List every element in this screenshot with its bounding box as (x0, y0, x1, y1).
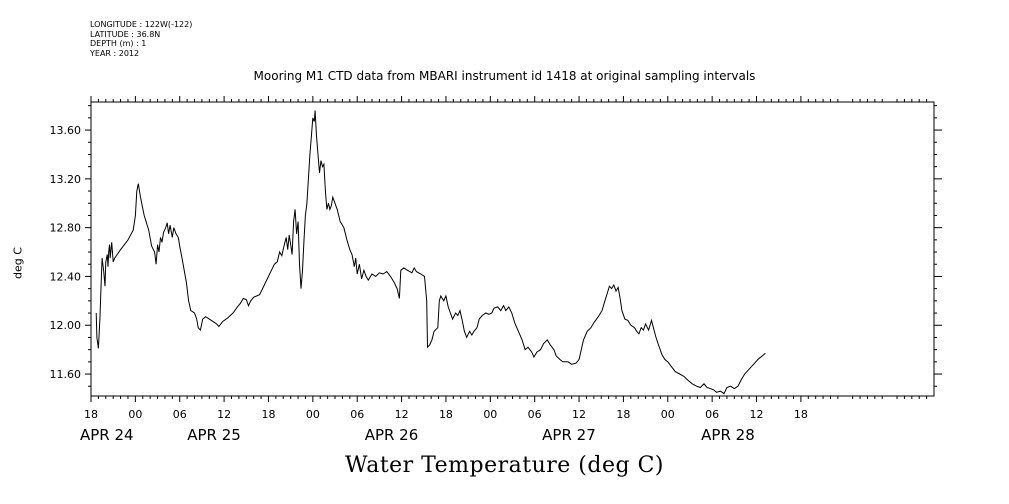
x-tick-label: 12 (395, 408, 409, 421)
x-tick-label: 06 (350, 408, 364, 421)
date-labels: APR 24 APR 25 APR 26 APR 27 APR 28 (80, 426, 755, 444)
date-label: APR 24 (80, 426, 134, 444)
x-axis-title: Water Temperature (deg C) (345, 453, 664, 478)
x-tick-label: 18 (794, 408, 808, 421)
x-tick-label: 18 (439, 408, 453, 421)
y-tick-label: 13.20 (50, 173, 82, 186)
x-tick-label: 12 (572, 408, 586, 421)
x-tick-label: 00 (483, 408, 497, 421)
x-tick-label: 12 (217, 408, 231, 421)
x-tick-label: 18 (616, 408, 630, 421)
y-tick-label: 13.60 (50, 124, 82, 137)
year-label: YEAR : 2012 (90, 48, 140, 58)
date-label: APR 27 (542, 426, 596, 444)
chart-title: Mooring M1 CTD data from MBARI instrumen… (253, 69, 756, 83)
series-line-water-temperature (95, 110, 766, 395)
metadata-block: LONGITUDE : 122W(-122) LATITUDE : 36.8N … (90, 20, 192, 58)
x-tick-label: 06 (705, 408, 719, 421)
x-axis-ticks: 18 00 06 12 18 00 06 12 18 00 06 12 18 00 06 12 18 (84, 96, 808, 421)
depth-label: DEPTH (m) : 1 (90, 39, 147, 48)
x-tick-label: 12 (750, 408, 764, 421)
x-tick-label: 00 (661, 408, 675, 421)
date-label: APR 26 (365, 426, 419, 444)
y-tick-label: 11.60 (50, 368, 82, 381)
x-tick-label: 00 (306, 408, 320, 421)
x-tick-label: 00 (128, 408, 142, 421)
date-label: APR 25 (187, 426, 241, 444)
x-tick-label: 06 (173, 408, 187, 421)
y-tick-label: 12.00 (50, 319, 82, 332)
y-tick-label: 12.40 (50, 270, 82, 283)
date-label: APR 28 (701, 426, 755, 444)
minor-ticks (88, 99, 937, 399)
x-tick-label: 06 (528, 408, 542, 421)
plot-frame (90, 101, 935, 397)
x-tick-label: 18 (84, 408, 98, 421)
longitude-label: LONGITUDE : 122W(-122) (90, 20, 193, 29)
latitude-label: LATITUDE : 36.8N (90, 29, 161, 39)
y-axis-ticks: 11.60 12.00 12.40 12.80 13.20 13.60 (50, 124, 942, 381)
x-tick-label: 18 (261, 408, 275, 421)
y-tick-label: 12.80 (50, 222, 82, 235)
